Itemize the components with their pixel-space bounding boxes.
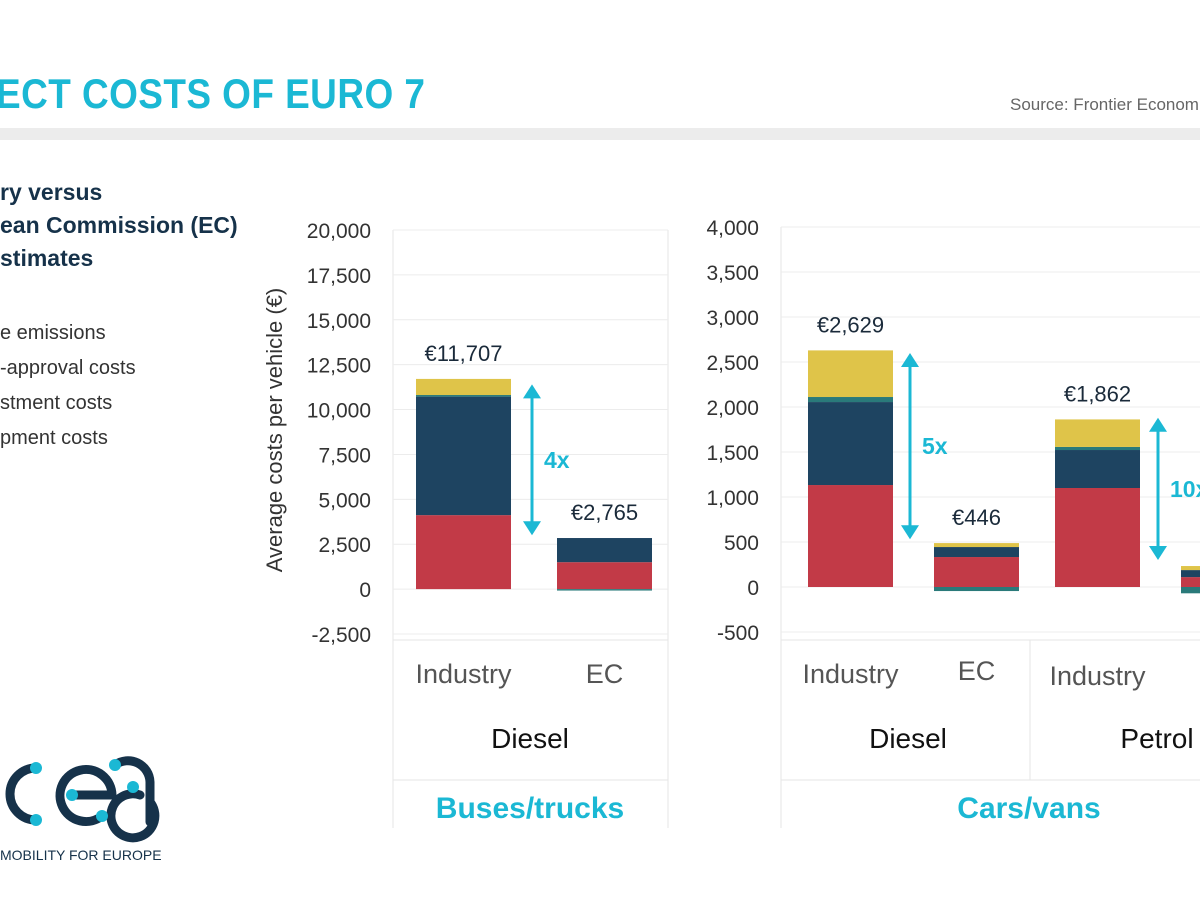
bar-segment-navy <box>808 402 893 486</box>
fuel-label: Diesel <box>491 723 569 754</box>
subtitle: ry versus ean Commission (EC) stimates <box>0 176 238 275</box>
fuel-label: Diesel <box>869 723 947 754</box>
y-tick-label: 0 <box>359 579 371 602</box>
bar-segment-teal <box>1055 446 1140 451</box>
divider-band <box>0 128 1200 140</box>
ratio-label: 4x <box>544 447 570 473</box>
arrow-head-down <box>901 525 919 540</box>
total-label: €2,765 <box>571 500 638 525</box>
source-note: Source: Frontier Economi <box>1010 95 1200 114</box>
y-tick-label: 1,500 <box>706 442 759 465</box>
page-title: ECT COSTS OF EURO 7 <box>0 70 426 117</box>
y-tick-label: -2,500 <box>311 624 371 647</box>
total-label: €446 <box>952 505 1001 530</box>
y-tick-label: 2,000 <box>706 397 759 420</box>
y-tick-label: -500 <box>717 622 759 645</box>
y-tick-label: 12,500 <box>307 355 371 378</box>
category-label: Industry <box>415 659 512 689</box>
y-tick-label: 4,000 <box>706 217 759 240</box>
bar-segment-teal <box>416 395 511 397</box>
logo-a <box>106 756 160 843</box>
y-tick-label: 3,000 <box>706 307 759 330</box>
arrow-head-down <box>523 521 541 536</box>
arrow-head-up <box>901 353 919 367</box>
bar-segment-yellow <box>808 350 893 398</box>
y-tick-label: 7,500 <box>318 444 371 467</box>
logo-mark: MOBILITY FOR EUROPE <box>0 756 162 863</box>
group-label: Buses/trucks <box>436 792 624 825</box>
bar-segment-navy <box>1181 570 1200 578</box>
total-label: €11,707 <box>425 341 503 366</box>
bar-segment-teal <box>1181 587 1200 594</box>
fuel-label: Petrol <box>1120 723 1193 754</box>
legend-item: e emissions <box>0 322 106 344</box>
logo-e <box>55 765 117 826</box>
bar-segment-red <box>557 562 652 590</box>
bar-segment-navy <box>416 396 511 516</box>
bar-segment-yellow <box>1055 419 1140 447</box>
bar-segment-navy <box>1055 450 1140 488</box>
logo-tagline: MOBILITY FOR EUROPE <box>0 847 162 863</box>
bar-segment-red <box>1055 488 1140 587</box>
category-label: EC <box>586 659 624 689</box>
bar-segment-yellow <box>416 378 511 396</box>
bar-segment-red <box>934 557 1019 587</box>
cea-logo: MOBILITY FOR EUROPE <box>0 752 170 872</box>
legend: e emissions -approval costs stment costs… <box>0 316 136 456</box>
y-tick-label: 1,000 <box>706 487 759 510</box>
y-tick-label: 0 <box>747 577 759 600</box>
bar-segment-teal <box>808 397 893 403</box>
y-tick-label: 500 <box>724 532 759 555</box>
bar-segment-yellow <box>1181 566 1200 571</box>
bar-segment-red <box>1181 577 1200 587</box>
arrow-head-up <box>523 384 541 399</box>
bar-segment-yellow <box>934 543 1019 548</box>
y-tick-label: 20,000 <box>307 220 371 243</box>
category-label: EC <box>958 656 996 686</box>
legend-item: stment costs <box>0 392 113 414</box>
bar-segment-teal <box>934 587 1019 592</box>
ratio-label: 5x <box>922 433 948 459</box>
category-label: Industry <box>802 659 899 689</box>
arrow-head-up <box>1149 417 1167 432</box>
y-axis-title: Average costs per vehicle (€) <box>262 288 287 573</box>
bar-segment-red <box>808 485 893 587</box>
category-label: Industry <box>1049 661 1146 691</box>
y-tick-label: 3,500 <box>706 262 759 285</box>
y-tick-label: 2,500 <box>706 352 759 375</box>
y-tick-label: 2,500 <box>318 534 371 557</box>
y-tick-label: 17,500 <box>307 265 371 288</box>
arrow-head-down <box>1149 546 1167 560</box>
bar-segment-navy <box>934 547 1019 558</box>
total-label: €1,862 <box>1064 381 1131 406</box>
subtitle-line: stimates <box>0 245 94 271</box>
subtitle-line: ry versus <box>0 179 103 205</box>
bar-segment-red <box>416 515 511 590</box>
legend-item: -approval costs <box>0 357 136 379</box>
y-tick-label: 10,000 <box>307 400 371 423</box>
subtitle-line: ean Commission (EC) <box>0 212 238 238</box>
total-label: €2,629 <box>817 312 884 337</box>
group-label: Cars/vans <box>957 792 1100 825</box>
y-tick-label: 5,000 <box>318 489 371 512</box>
y-tick-label: 15,000 <box>307 310 371 333</box>
logo-c <box>5 763 41 825</box>
bar-segment-navy <box>557 538 652 563</box>
bar-segment-teal <box>557 589 652 591</box>
ratio-label: 10x <box>1170 476 1200 502</box>
legend-item: pment costs <box>0 427 108 449</box>
